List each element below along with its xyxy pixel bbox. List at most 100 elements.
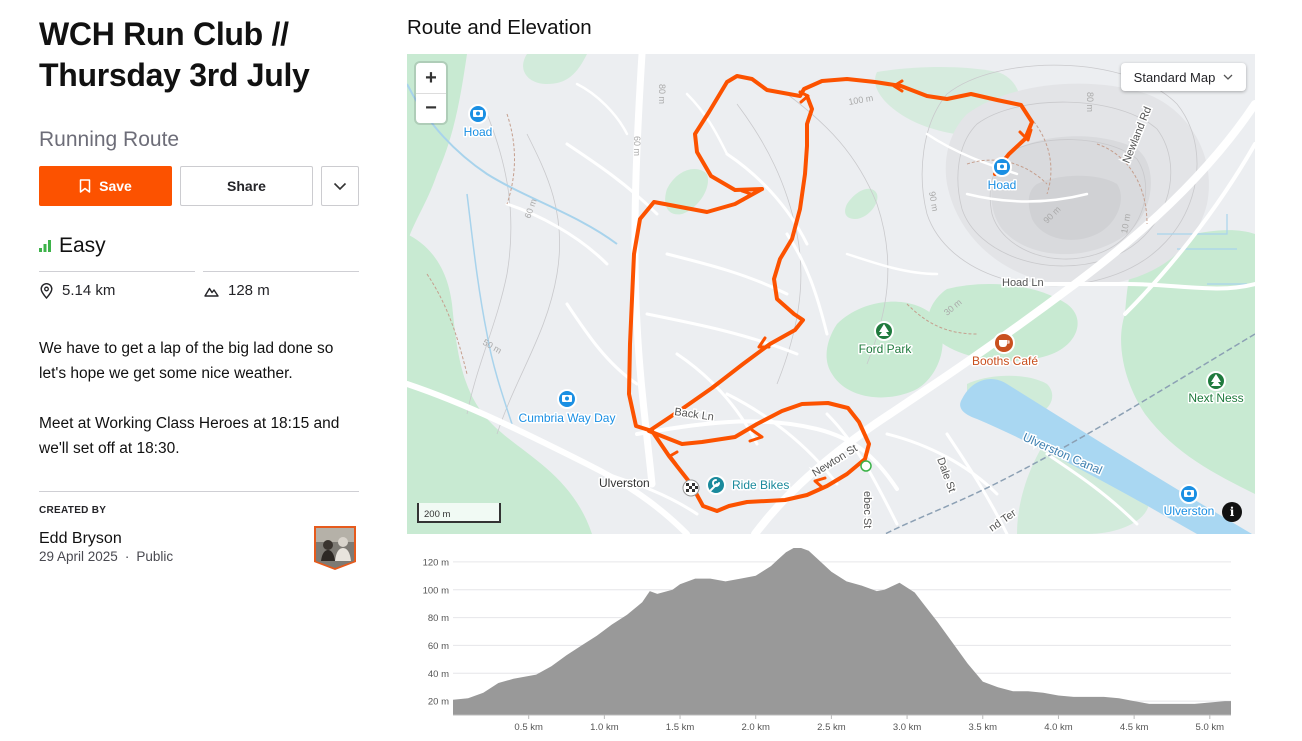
tree-icon[interactable] [1206, 371, 1226, 391]
camera-icon[interactable] [468, 104, 488, 124]
poi-label: Ride Bikes [732, 478, 789, 492]
route-title: WCH Run Club // Thursday 3rd July [39, 16, 310, 93]
creator-name[interactable]: Edd Bryson [39, 530, 122, 547]
elevation-x-axis: 0.5 km 1.0 km 1.5 km 2.0 km 2.5 km 3.0 km 3.5 … [514, 715, 1224, 733]
description-paragraph: Meet at Working Class Heroes at 18:15 an… [39, 415, 340, 457]
map-railway [884, 333, 1255, 534]
y-tick-label: 60 m [428, 641, 449, 652]
map-scale-bar: 200 m [417, 503, 501, 523]
cafe-icon[interactable] [993, 332, 1015, 354]
camera-icon[interactable] [557, 389, 577, 409]
elevation-y-axis: 20 m 40 m 60 m 80 m 100 m 120 m [423, 557, 449, 707]
street-label: nd Ter [987, 507, 1019, 534]
x-tick-label: 5.0 km [1196, 722, 1225, 733]
zoom-in-button[interactable]: + [425, 66, 437, 89]
poi-label: Ford Park [859, 342, 913, 356]
y-tick-label: 120 m [423, 557, 449, 568]
street-label: Hoad Ln [1002, 277, 1044, 289]
description-paragraph: We have to get a lap of the big lad done… [39, 340, 334, 382]
street-label: ebec St [861, 491, 873, 528]
town-label: Ulverston [599, 476, 650, 490]
chevron-down-icon [333, 182, 347, 190]
map-style-select[interactable]: Standard Map [1121, 63, 1246, 91]
location-pin-icon [40, 282, 53, 299]
contour-label: 60 m [632, 136, 642, 156]
camera-icon[interactable] [992, 157, 1012, 177]
meta-separator: · [124, 549, 130, 564]
crossing-marker [860, 460, 872, 472]
x-tick-label: 3.0 km [893, 722, 922, 733]
poi-label: Hoad [464, 125, 493, 139]
mountain-icon [204, 287, 219, 297]
difficulty: Easy [39, 234, 106, 258]
route-direction-arrows [668, 79, 1033, 490]
contour-label: 10 m [1119, 213, 1132, 234]
route-description: We have to get a lap of the big lad done… [39, 336, 359, 461]
difficulty-bars-icon [39, 240, 51, 252]
map-footpaths [426, 113, 1148, 375]
route-line [627, 74, 1034, 513]
map-roads [407, 54, 1255, 534]
poi-label: Next Ness [1188, 391, 1243, 405]
y-tick-label: 100 m [423, 585, 449, 596]
x-tick-label: 2.0 km [741, 722, 770, 733]
route-map[interactable]: Hoad Hoad Ford Park Booths Café Next Nes… [407, 54, 1255, 534]
stat-divider [39, 271, 195, 272]
section-title: Route and Elevation [407, 16, 592, 39]
creator-divider [39, 491, 359, 492]
map-style-label: Standard Map [1133, 69, 1216, 85]
save-button[interactable]: Save [39, 166, 172, 206]
created-date: 29 April 2025 [39, 549, 118, 564]
contour-label: 100 m [848, 93, 874, 107]
difficulty-label: Easy [59, 234, 106, 257]
contour-label: 80 m [1085, 92, 1095, 112]
x-tick-label: 3.5 km [969, 722, 998, 733]
stat-divider [203, 271, 359, 272]
distance-stat: 5.14 km [40, 282, 115, 299]
share-button-label: Share [227, 178, 266, 194]
poi-label: Cumbria Way Day [519, 411, 616, 425]
start-finish-marker[interactable] [682, 479, 700, 497]
zoom-out-button[interactable]: − [416, 93, 446, 123]
more-options-button[interactable] [321, 166, 359, 206]
map-labels: Hoad Hoad Ford Park Booths Café Next Nes… [462, 124, 1245, 520]
poi-label: Hoad [988, 178, 1017, 192]
visibility: Public [136, 549, 174, 564]
share-button[interactable]: Share [180, 166, 313, 206]
info-icon[interactable]: i [1222, 502, 1242, 522]
y-tick-label: 80 m [428, 613, 449, 624]
map-water [407, 83, 1252, 534]
map-hillshade [945, 83, 1209, 286]
poi-label: Ulverston [1164, 504, 1215, 518]
creator-meta: 29 April 2025 · Public [39, 549, 173, 564]
save-button-label: Save [99, 178, 132, 194]
map-canvas[interactable]: Hoad Hoad Ford Park Booths Café Next Nes… [407, 54, 1255, 534]
route-type: Running Route [39, 128, 180, 151]
x-tick-label: 4.5 km [1120, 722, 1149, 733]
y-tick-label: 20 m [428, 697, 449, 708]
chevron-down-icon [1223, 74, 1233, 80]
street-label: Back Ln [674, 406, 715, 423]
zoom-control: + − [416, 63, 446, 123]
avatar[interactable] [313, 525, 357, 571]
elevation-stat: 128 m [204, 282, 270, 299]
poi-label: Booths Café [972, 354, 1038, 368]
distance-value: 5.14 km [62, 282, 116, 299]
x-tick-label: 2.5 km [817, 722, 846, 733]
camera-icon[interactable] [1179, 484, 1199, 504]
x-tick-label: 0.5 km [514, 722, 543, 733]
wrench-icon[interactable] [706, 475, 726, 495]
contour-label: 90 m [927, 191, 940, 212]
y-tick-label: 40 m [428, 669, 449, 680]
x-tick-label: 4.0 km [1044, 722, 1073, 733]
contour-label: 80 m [657, 84, 667, 104]
x-tick-label: 1.5 km [666, 722, 695, 733]
elevation-profile-area [453, 548, 1231, 715]
created-by-label: CREATED BY [39, 505, 107, 516]
elevation-chart[interactable]: 20 m 40 m 60 m 80 m 100 m 120 m 0.5 km 1.0 km 1… [407, 540, 1255, 735]
x-tick-label: 1.0 km [590, 722, 619, 733]
elevation-value: 128 m [228, 282, 270, 299]
map-contours [466, 64, 1198, 435]
tree-icon[interactable] [874, 321, 894, 341]
bookmark-icon [79, 179, 91, 193]
